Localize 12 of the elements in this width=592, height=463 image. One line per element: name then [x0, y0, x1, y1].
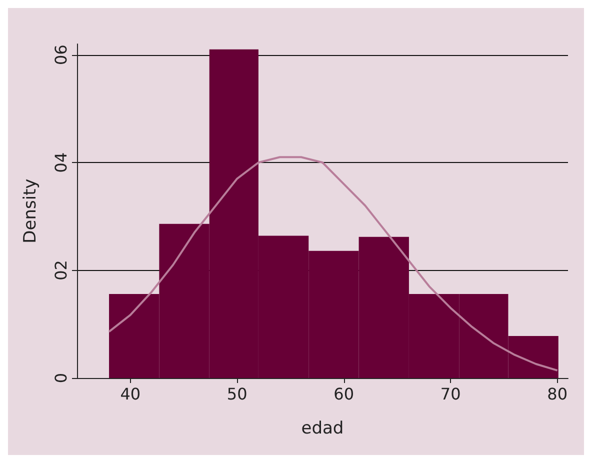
- x-tick-label: 80: [547, 384, 568, 404]
- x-tick-label: 60: [334, 384, 354, 404]
- x-tick-label: 50: [226, 384, 248, 404]
- x-tick-label: 40: [120, 384, 141, 404]
- y-tick-label: 02: [52, 260, 70, 280]
- line-series: [108, 156, 558, 372]
- y-tick-label: 04: [52, 152, 70, 173]
- y-tick-label: 0: [52, 372, 70, 384]
- x-tick-label: 70: [440, 384, 461, 404]
- y-axis-title: Density: [20, 178, 40, 244]
- x-axis-title: edad: [301, 418, 344, 438]
- y-tick-label: 06: [52, 44, 70, 65]
